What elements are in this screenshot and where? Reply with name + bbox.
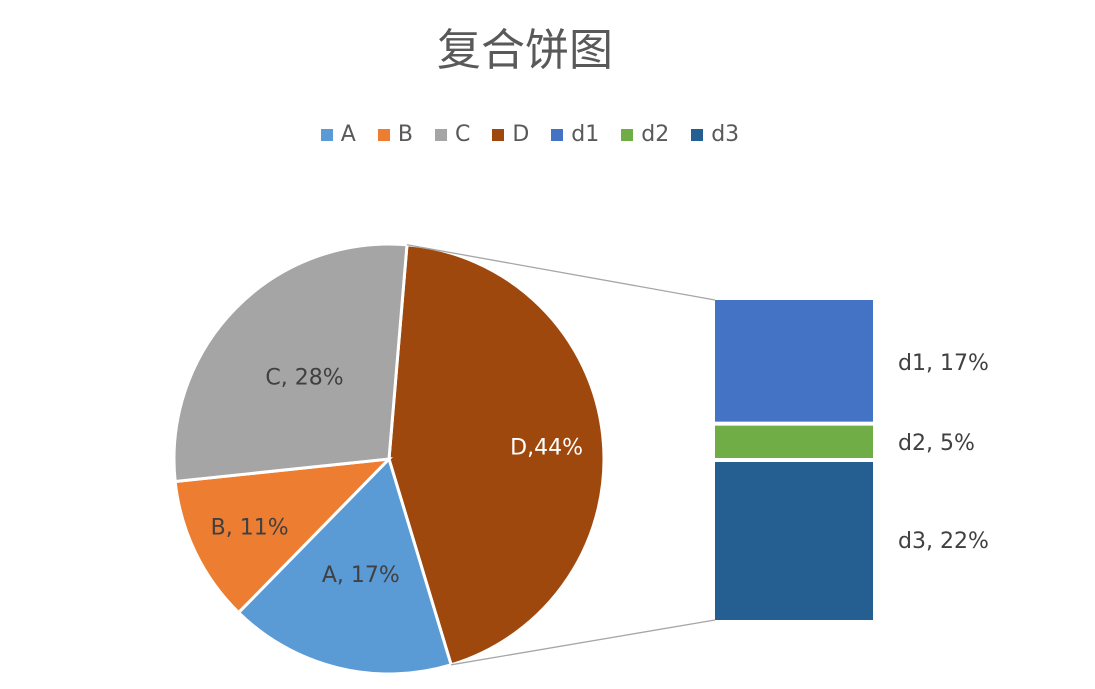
legend-label: d1 — [571, 122, 600, 147]
pie-label-B: B, 11% — [211, 515, 289, 540]
legend-label: d3 — [711, 122, 740, 147]
connector-line-top — [406, 244, 716, 301]
bar-segment-d2 — [715, 425, 873, 458]
legend-item-D: D — [492, 122, 529, 147]
legend-item-d3: d3 — [691, 122, 739, 147]
legend-swatch — [492, 128, 505, 141]
pie-slice-C — [172, 242, 409, 484]
pie-slice-A — [236, 456, 454, 676]
legend-swatch — [320, 128, 333, 141]
bar-segment-d1 — [715, 300, 873, 422]
bar-label-d2: d2, 5% — [898, 431, 975, 456]
bar-label-d1: d1, 17% — [898, 351, 989, 376]
legend-label: C — [454, 122, 471, 147]
legend-swatch — [377, 128, 390, 141]
pie-label-A: A, 17% — [322, 563, 400, 588]
legend-swatch — [434, 128, 447, 141]
legend-label: B — [397, 122, 413, 147]
legend-item-A: A — [320, 122, 356, 147]
legend-item-d1: d1 — [551, 122, 599, 147]
legend-label: d2 — [641, 122, 670, 147]
legend-item-B: B — [377, 122, 413, 147]
pie-label-D: D,44% — [510, 436, 583, 461]
legend-label: D — [512, 122, 530, 147]
connector-line-bottom — [451, 619, 716, 666]
pie-slice-D — [387, 243, 606, 667]
legend-item-C: C — [434, 122, 471, 147]
legend-item-d2: d2 — [621, 122, 669, 147]
legend-swatch — [551, 128, 564, 141]
chart-title: 复合饼图 — [437, 25, 613, 76]
bar-label-d3: d3, 22% — [898, 529, 989, 554]
bar-segment-d3 — [715, 462, 873, 620]
legend-swatch — [691, 128, 704, 141]
pie-label-C: C, 28% — [265, 365, 343, 390]
legend-swatch — [621, 128, 634, 141]
pie-slice-B — [173, 457, 393, 615]
legend-label: A — [340, 122, 356, 147]
